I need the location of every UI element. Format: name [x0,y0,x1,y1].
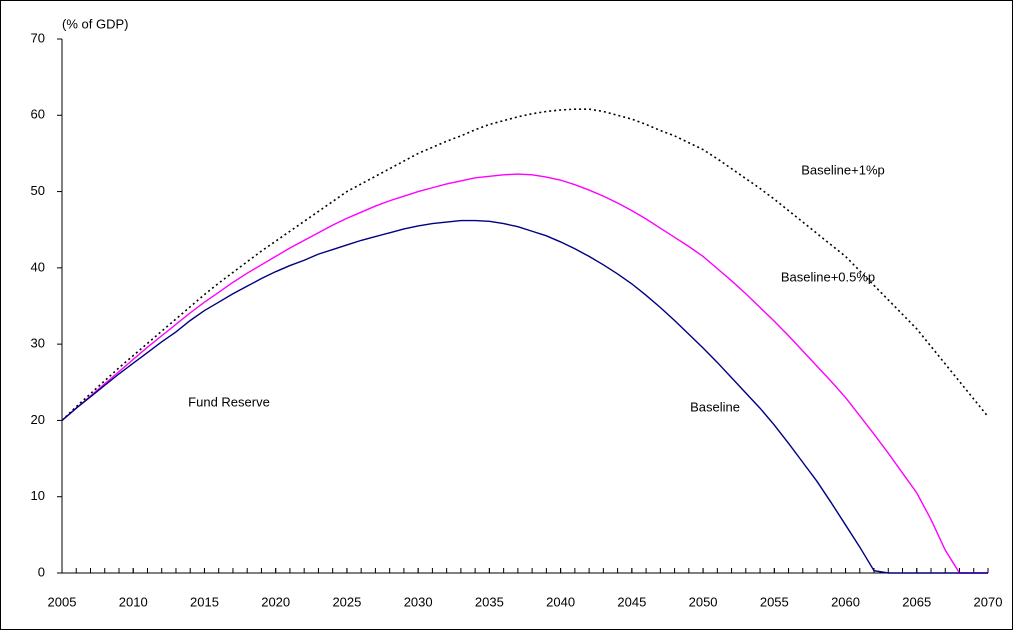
y-tick-label: 60 [31,107,45,122]
y-tick-label: 70 [31,30,45,45]
series-line [61,108,989,422]
series-line [61,219,988,574]
x-tick-label: 2025 [332,594,361,609]
y-tick-label: 50 [31,183,45,198]
y-tick-label: 0 [38,564,45,579]
x-tick-label: 2050 [689,594,718,609]
x-tick-label: 2030 [404,594,433,609]
x-tick-label: 2015 [190,594,219,609]
y-axis-label: (% of GDP) [62,16,128,31]
x-tick-label: 2045 [617,594,646,609]
y-tick-label: 10 [31,488,45,503]
x-tick-label: 2035 [475,594,504,609]
x-tick-label: 2065 [902,594,931,609]
x-tick-label: 2055 [760,594,789,609]
y-tick-label: 40 [31,259,45,274]
annotation: Fund Reserve [188,394,270,409]
x-tick-label: 2010 [119,594,148,609]
series-label: Baseline+1%p [801,162,884,177]
series-line [61,173,988,574]
x-tick-label: 2005 [48,594,77,609]
x-tick-label: 2040 [546,594,575,609]
y-tick-label: 20 [31,412,45,427]
series-label: Baseline+0.5%p [781,269,875,284]
x-tick-label: 2070 [974,594,1003,609]
series-label: Baseline [690,399,740,414]
y-tick-label: 30 [31,336,45,351]
x-tick-label: 2020 [261,594,290,609]
x-tick-label: 2060 [831,594,860,609]
